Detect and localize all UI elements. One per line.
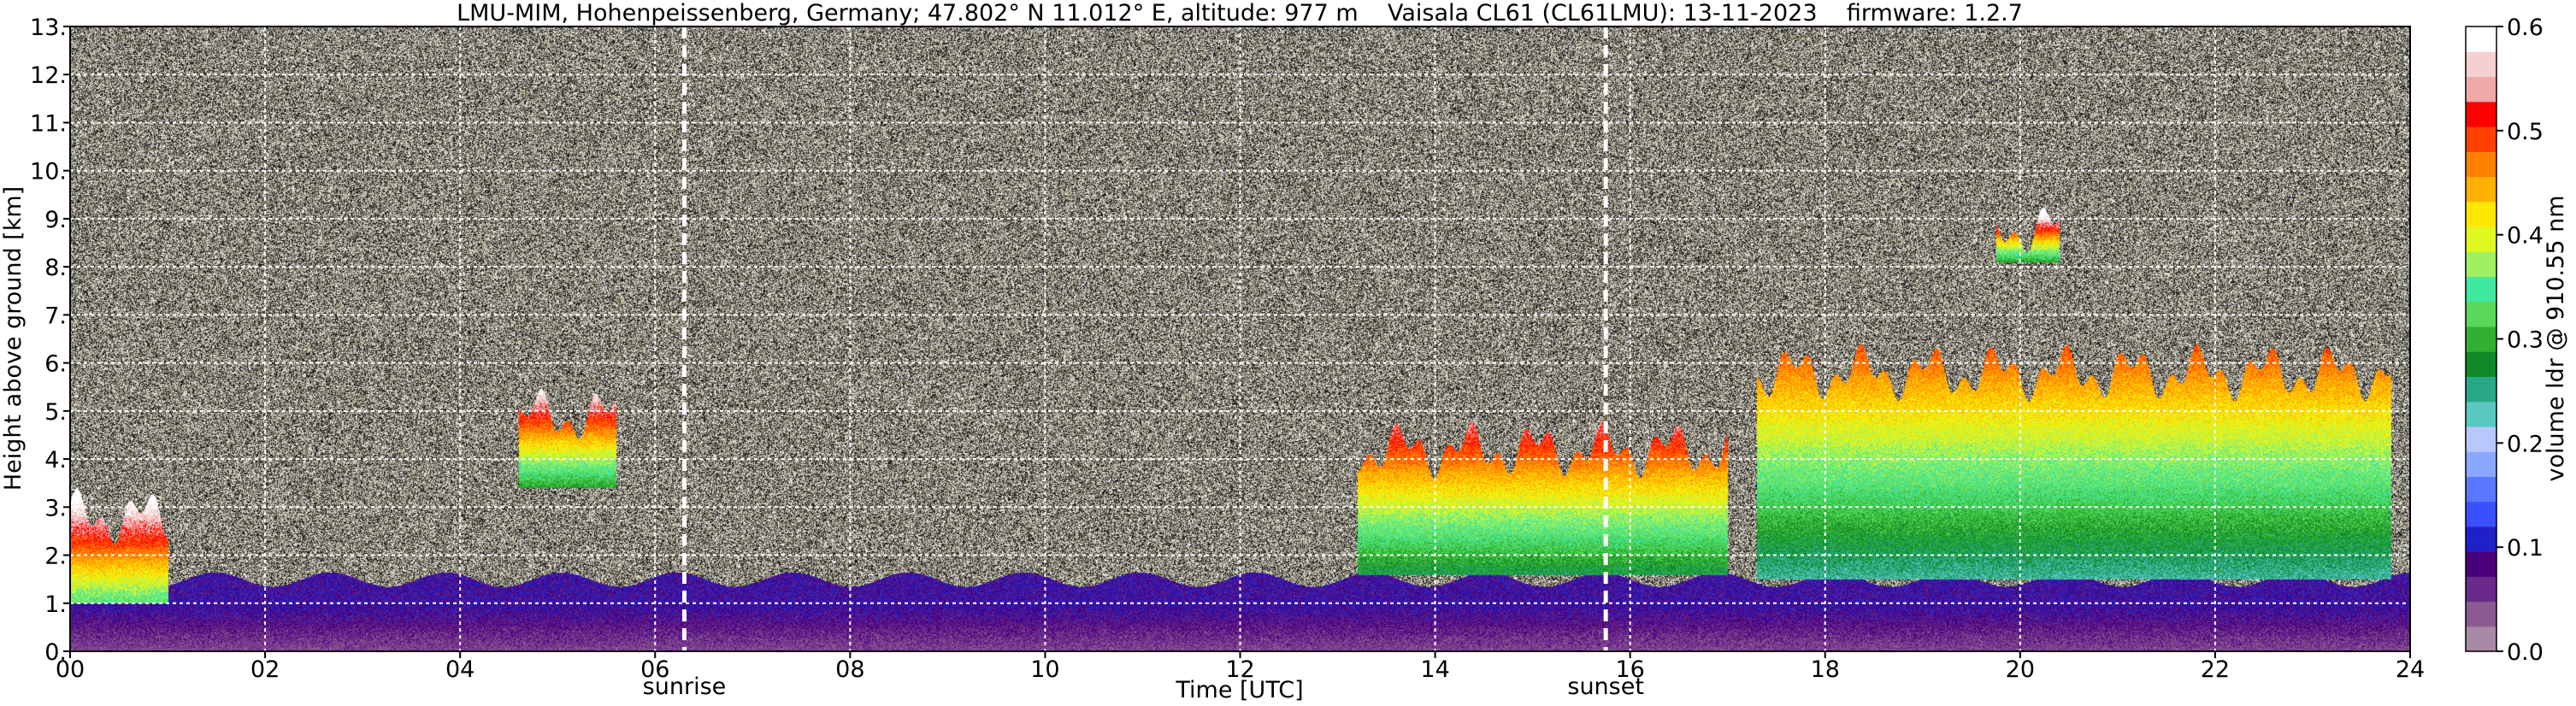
- colorbar-swatch: [2466, 326, 2496, 352]
- colorbar-tick-label: 0.1: [2507, 535, 2544, 562]
- y-axis: 0. 1. 2. 3. 4. 5. 6. 7. 8. 9. 10. 11. 12. 13.: [30, 15, 70, 666]
- colorbar-swatch: [2466, 101, 2496, 127]
- colorbar-swatch: [2466, 626, 2496, 652]
- colorbar-swatch: [2466, 526, 2496, 552]
- colorbar-swatch: [2466, 501, 2496, 527]
- colorbar-tick-label: 0.0: [2507, 639, 2544, 666]
- y-tick-label: 0.: [44, 639, 67, 666]
- y-tick-label: 3.: [44, 495, 67, 521]
- colorbar-tick-label: 0.2: [2507, 431, 2544, 457]
- x-tick-label: 12: [1225, 656, 1254, 683]
- x-tick-label: 20: [2006, 656, 2035, 683]
- x-tick-label: 18: [1811, 656, 1840, 683]
- colorbar-swatch: [2466, 301, 2496, 327]
- colorbar-swatch: [2466, 576, 2496, 603]
- y-tick-label: 2.: [44, 544, 67, 570]
- colorbar-swatch: [2466, 401, 2496, 427]
- x-axis: 00 02 04 06 08 10 12 14 16 18 20 22 24: [56, 651, 2425, 683]
- y-tick-label: 11.: [30, 110, 67, 137]
- colorbar-swatch: [2466, 351, 2496, 377]
- colorbar: 0.0 0.1 0.2 0.3 0.4 0.5 0.6: [2465, 15, 2544, 666]
- colorbar-swatch: [2466, 251, 2496, 277]
- colorbar-swatch: [2466, 426, 2496, 452]
- y-tick-label: 9.: [44, 207, 67, 233]
- x-axis-label: Time [UTC]: [1175, 677, 1303, 703]
- y-tick-label: 1.: [44, 591, 67, 618]
- x-tick-label: 08: [835, 656, 864, 683]
- x-tick-label: 14: [1420, 656, 1449, 683]
- x-tick-label: 04: [445, 656, 475, 683]
- y-tick-label: 5.: [44, 399, 67, 426]
- x-tick-label: 22: [2201, 656, 2230, 683]
- x-tick-label: 06: [640, 656, 669, 683]
- y-tick-label: 6.: [44, 351, 67, 378]
- y-tick-label: 4.: [44, 447, 67, 474]
- x-tick-label: 10: [1030, 656, 1059, 683]
- colorbar-tick-label: 0.3: [2507, 327, 2544, 354]
- y-tick-label: 8.: [44, 255, 67, 281]
- y-tick-label: 12.: [30, 62, 67, 89]
- sun-marker-label: sunrise: [643, 674, 727, 700]
- x-tick-label: 16: [1615, 656, 1644, 683]
- colorbar-tick-label: 0.6: [2507, 15, 2544, 41]
- y-axis-label: Height above ground [km]: [0, 186, 27, 491]
- colorbar-swatch: [2466, 601, 2496, 627]
- colorbar-tick-label: 0.4: [2507, 223, 2544, 250]
- sun-markers: sunrise sunset: [643, 26, 1644, 700]
- colorbar-swatch: [2466, 451, 2496, 477]
- colorbar-swatch: [2466, 26, 2496, 52]
- y-tick-label: 13.: [30, 15, 67, 41]
- colorbar-swatch: [2466, 76, 2496, 103]
- plot-frame: [69, 26, 2411, 652]
- colorbar-swatch: [2466, 201, 2496, 227]
- sun-marker-label: sunset: [1567, 674, 1644, 700]
- y-tick-label: 7.: [44, 303, 67, 329]
- colorbar-tick-label: 0.5: [2507, 119, 2544, 145]
- x-tick-label: 00: [56, 656, 85, 683]
- colorbar-label: volume ldr @ 910.55 nm: [2543, 196, 2569, 482]
- x-tick-label: 02: [251, 656, 280, 683]
- colorbar-swatch: [2466, 551, 2496, 577]
- colorbar-swatch: [2466, 276, 2496, 303]
- y-tick-label: 10.: [30, 159, 67, 185]
- colorbar-swatch: [2466, 151, 2496, 178]
- chart-title: LMU-MIM, Hohenpeissenberg, Germany; 47.8…: [457, 0, 2023, 26]
- colorbar-swatch: [2466, 226, 2496, 252]
- colorbar-swatch: [2466, 176, 2496, 203]
- colorbar-swatch: [2466, 376, 2496, 403]
- colorbar-swatch: [2466, 51, 2496, 78]
- x-tick-label: 24: [2396, 656, 2425, 683]
- colorbar-swatch: [2466, 126, 2496, 152]
- grid: [70, 26, 2410, 651]
- colorbar-swatch: [2466, 476, 2496, 503]
